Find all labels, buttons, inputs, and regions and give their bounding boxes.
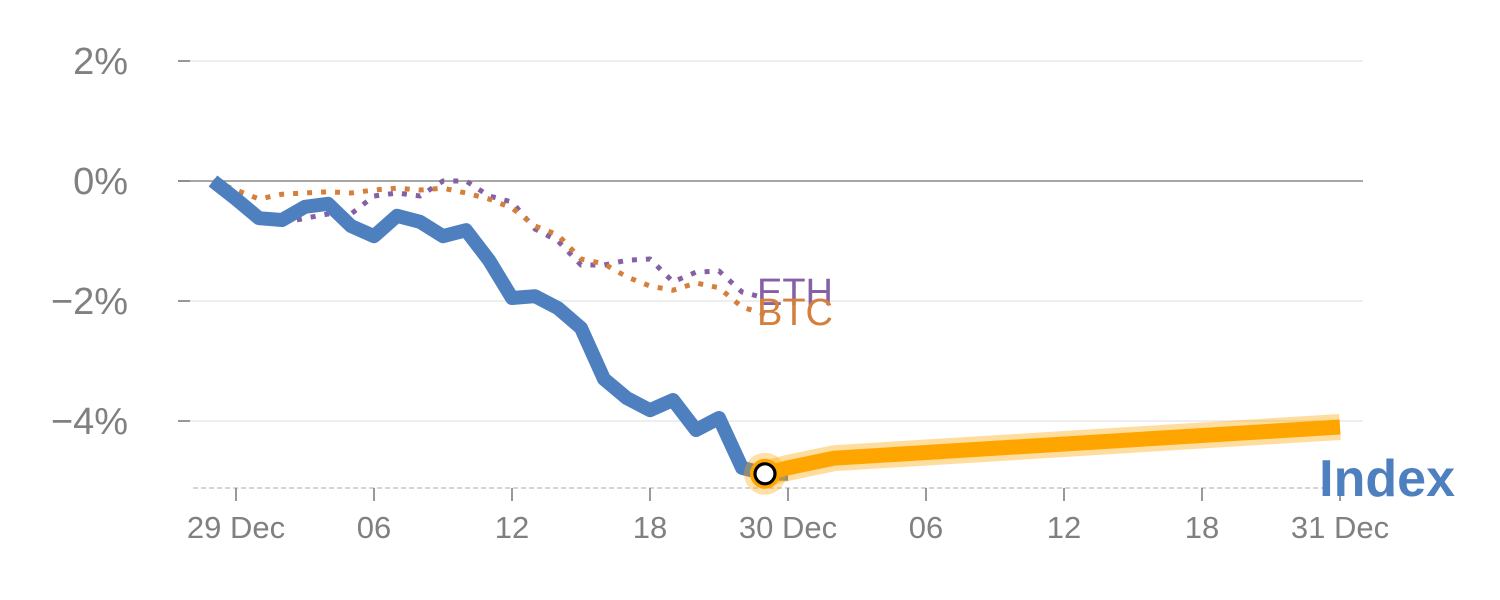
ytick-label-2: −2% [51, 281, 128, 323]
x-axis: 29 Dec 06 12 18 30 Dec 06 12 18 31 Dec [187, 487, 1389, 545]
xtick-label-2: 12 [495, 510, 529, 545]
xtick-label-7: 18 [1185, 510, 1219, 545]
current-point-marker [753, 462, 777, 486]
btc-label: BTC [757, 292, 833, 334]
series-labels: ETH BTC Index [757, 272, 1455, 508]
index-line [208, 175, 788, 481]
btc-line [212, 178, 766, 317]
ytick-label-0: 2% [73, 41, 128, 83]
xtick-label-3: 18 [633, 510, 667, 545]
xtick-label-5: 06 [909, 510, 943, 545]
xtick-label-4: 30 Dec [739, 510, 837, 545]
xtick-label-1: 06 [357, 510, 391, 545]
index-label: Index [1319, 450, 1455, 508]
eth-label: ETH [757, 272, 833, 314]
grid-lines [178, 60, 1363, 422]
xtick-label-6: 12 [1047, 510, 1081, 545]
series [208, 175, 1341, 495]
xtick-label-8: 31 Dec [1291, 510, 1389, 545]
xtick-label-0: 29 Dec [187, 510, 285, 545]
ytick-label-3: −4% [51, 401, 128, 443]
ytick-label-1: 0% [73, 161, 128, 203]
y-axis: 2% 0% −2% −4% [51, 41, 190, 443]
